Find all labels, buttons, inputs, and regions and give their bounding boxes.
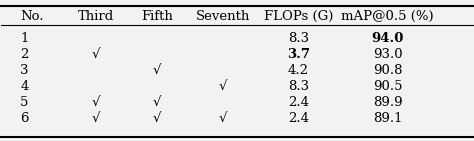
Text: 8.3: 8.3 <box>288 80 309 93</box>
Text: √: √ <box>219 112 227 125</box>
Text: Fifth: Fifth <box>141 10 173 23</box>
Text: 89.9: 89.9 <box>373 96 402 109</box>
Text: 90.8: 90.8 <box>373 64 402 77</box>
Text: 2.4: 2.4 <box>288 112 309 125</box>
Text: √: √ <box>153 112 161 125</box>
Text: 94.0: 94.0 <box>372 32 404 45</box>
Text: 2: 2 <box>20 48 28 61</box>
Text: 4: 4 <box>20 80 28 93</box>
Text: 2.4: 2.4 <box>288 96 309 109</box>
Text: 93.0: 93.0 <box>373 48 402 61</box>
Text: FLOPs (G): FLOPs (G) <box>264 10 333 23</box>
Text: 3.7: 3.7 <box>287 48 310 61</box>
Text: 8.3: 8.3 <box>288 32 309 45</box>
Text: √: √ <box>91 112 100 125</box>
Text: 6: 6 <box>20 112 29 125</box>
Text: √: √ <box>91 96 100 109</box>
Text: mAP@0.5 (%): mAP@0.5 (%) <box>341 10 434 23</box>
Text: Seventh: Seventh <box>196 10 250 23</box>
Text: No.: No. <box>20 10 44 23</box>
Text: 3: 3 <box>20 64 29 77</box>
Text: Third: Third <box>78 10 114 23</box>
Text: 4.2: 4.2 <box>288 64 309 77</box>
Text: √: √ <box>153 96 161 109</box>
Text: 1: 1 <box>20 32 28 45</box>
Text: 89.1: 89.1 <box>373 112 402 125</box>
Text: √: √ <box>219 80 227 93</box>
Text: √: √ <box>153 64 161 77</box>
Text: √: √ <box>91 48 100 61</box>
Text: 5: 5 <box>20 96 28 109</box>
Text: 90.5: 90.5 <box>373 80 402 93</box>
